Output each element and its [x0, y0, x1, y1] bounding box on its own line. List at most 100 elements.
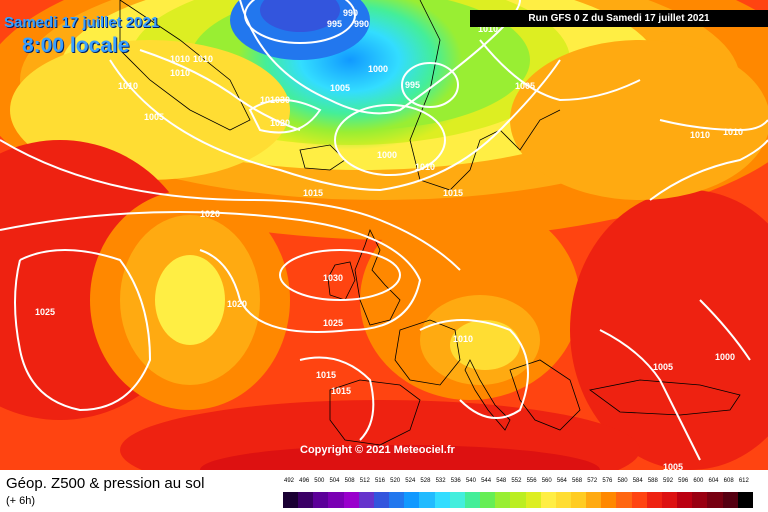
isobar-label: 1010	[170, 68, 190, 78]
run-info-banner: Run GFS 0 Z du Samedi 17 juillet 2021	[470, 10, 768, 27]
legend-cells	[283, 492, 753, 508]
legend-label: 568	[572, 478, 583, 484]
isobar-low-1000	[334, 104, 446, 176]
legend-label: 560	[541, 478, 552, 484]
isobar-label: 1020	[200, 209, 220, 219]
isobar-label: 1015	[316, 370, 336, 380]
isobar-label: 1005	[663, 462, 683, 470]
isobar-label: 1010	[118, 81, 138, 91]
legend-swatch	[586, 492, 602, 508]
legend-label: 612	[738, 478, 749, 484]
legend-label: 492	[283, 478, 294, 484]
isobar-label: 1000	[377, 150, 397, 160]
isobar-label: 1025	[323, 318, 343, 328]
field-east-orange	[510, 40, 768, 200]
isobar-label: 101030	[260, 95, 290, 105]
coast-iberia	[329, 379, 421, 446]
legend-label: 500	[314, 478, 325, 484]
legend-label: 600	[693, 478, 704, 484]
isobar-label: 1005	[515, 81, 535, 91]
isobar-label: 1010	[478, 24, 498, 34]
legend-label: 532	[435, 478, 446, 484]
legend-swatch	[692, 492, 708, 508]
legend-label: 604	[708, 478, 719, 484]
forecast-offset: (+ 6h)	[6, 495, 36, 507]
legend-swatch	[404, 492, 420, 508]
isobar-label: 1005	[330, 83, 350, 93]
field-deep-low-core	[260, 0, 340, 32]
isobar-1005-northeast	[479, 39, 641, 102]
legend-swatch	[283, 492, 299, 508]
legend-swatch	[464, 492, 481, 508]
isobar-1010-ne	[659, 119, 768, 132]
legend-label: 576	[602, 478, 613, 484]
isobar-label: 1005	[144, 112, 164, 122]
legend-swatch	[570, 492, 587, 508]
legend-label: 584	[632, 478, 643, 484]
legend-label: 592	[663, 478, 674, 484]
legend-swatch	[343, 492, 359, 508]
legend-swatch	[631, 492, 647, 508]
legend-label: 496	[299, 478, 310, 484]
isobar-1020-atlantic	[0, 211, 422, 333]
isobar-label: 1000	[368, 64, 388, 74]
legend-swatch	[646, 492, 662, 508]
legend-swatch	[434, 492, 450, 508]
map-footer: Géop. Z500 & pression au sol (+ 6h) 492 4…	[0, 470, 768, 512]
coast-turkey	[589, 379, 741, 416]
legend-swatch	[328, 492, 344, 508]
legend-swatch	[616, 492, 632, 508]
legend-swatch	[449, 492, 465, 508]
isobar-label: 1015	[443, 188, 463, 198]
legend-label: 540	[465, 478, 476, 484]
legend-swatch	[555, 492, 571, 508]
coast-greenland	[119, 0, 251, 131]
weather-map: 990 995 990 1010 1010 1010 1010 1010 100…	[0, 0, 768, 470]
isobar-1010-greenland	[139, 49, 301, 131]
isobar-label: 990	[354, 19, 369, 29]
isobar-label: 1010	[723, 127, 743, 137]
legend-label: 556	[526, 478, 537, 484]
field-azores-yellow	[155, 255, 225, 345]
isobar-1010-north	[109, 59, 561, 192]
legend-label: 536	[450, 478, 461, 484]
coastlines	[119, 0, 741, 446]
forecast-time: 8:00 locale	[22, 34, 130, 57]
forecast-date: Samedi 17 juillet 2021	[4, 14, 160, 31]
legend-label: 504	[329, 478, 340, 484]
legend-swatch	[677, 492, 693, 508]
legend-label: 520	[390, 478, 401, 484]
isobar-label: 995	[327, 19, 342, 29]
legend-label: 508	[344, 478, 355, 484]
isobar-label: 1010	[193, 54, 213, 64]
isobar-1015-south	[299, 356, 375, 441]
legend-label: 516	[374, 478, 385, 484]
legend-label: 552	[511, 478, 522, 484]
isobar-label: 1010	[690, 130, 710, 140]
legend-swatch	[298, 492, 314, 508]
isobar-label: 1015	[303, 188, 323, 198]
legend-label: 564	[556, 478, 567, 484]
isobar-label: 1030	[323, 273, 343, 283]
isobar-label: 1020	[270, 118, 290, 128]
isobar-label: 1010	[415, 162, 435, 172]
field-south-darkred	[200, 445, 600, 470]
legend-labels: 492 496 500 504 508 512 516 520 524 528 532 536 540 5…	[283, 478, 753, 490]
isobar-label: 1020	[227, 299, 247, 309]
field-alps-yellow	[450, 320, 520, 370]
legend-swatch	[313, 492, 329, 508]
legend-label: 544	[481, 478, 492, 484]
coast-uk	[354, 228, 401, 326]
legend-label: 524	[405, 478, 416, 484]
legend-swatch	[358, 492, 374, 508]
legend-label: 528	[420, 478, 431, 484]
legend-swatch	[707, 492, 723, 508]
isobar-1000-east	[699, 299, 751, 361]
legend-label: 512	[359, 478, 370, 484]
legend-swatch	[661, 492, 678, 508]
isobar-labels: 990 995 990 1010 1010 1010 1010 1010 100…	[35, 8, 743, 470]
legend-label: 596	[678, 478, 689, 484]
legend-swatch	[510, 492, 526, 508]
legend-label: 588	[647, 478, 658, 484]
isobar-label: 990	[343, 8, 358, 18]
